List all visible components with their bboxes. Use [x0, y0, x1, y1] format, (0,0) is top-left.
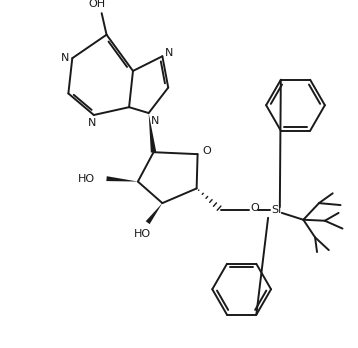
- Polygon shape: [106, 176, 138, 182]
- Text: Si: Si: [271, 205, 281, 215]
- Polygon shape: [149, 113, 156, 152]
- Text: N: N: [165, 48, 173, 58]
- Text: HO: HO: [134, 229, 151, 239]
- Text: N: N: [61, 53, 69, 63]
- Text: N: N: [88, 118, 96, 128]
- Text: HO: HO: [78, 174, 95, 184]
- Text: N: N: [151, 116, 160, 126]
- Polygon shape: [146, 203, 163, 224]
- Text: O: O: [250, 203, 259, 213]
- Text: OH: OH: [88, 0, 105, 9]
- Text: O: O: [202, 146, 211, 156]
